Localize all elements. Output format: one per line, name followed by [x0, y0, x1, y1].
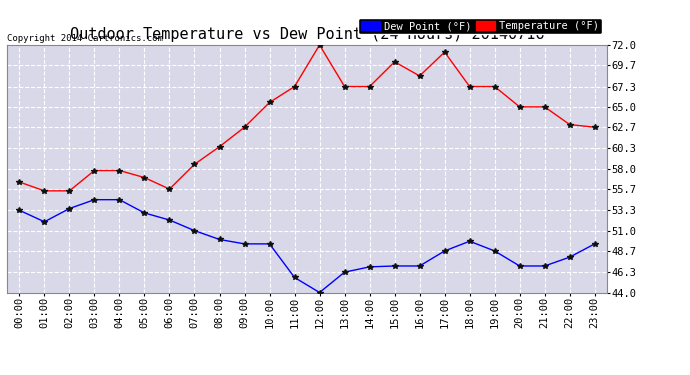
- Title: Outdoor Temperature vs Dew Point (24 Hours) 20140716: Outdoor Temperature vs Dew Point (24 Hou…: [70, 27, 544, 42]
- Legend: Dew Point (°F), Temperature (°F): Dew Point (°F), Temperature (°F): [358, 18, 602, 34]
- Text: Copyright 2014 Cartronics.com: Copyright 2014 Cartronics.com: [7, 33, 163, 42]
